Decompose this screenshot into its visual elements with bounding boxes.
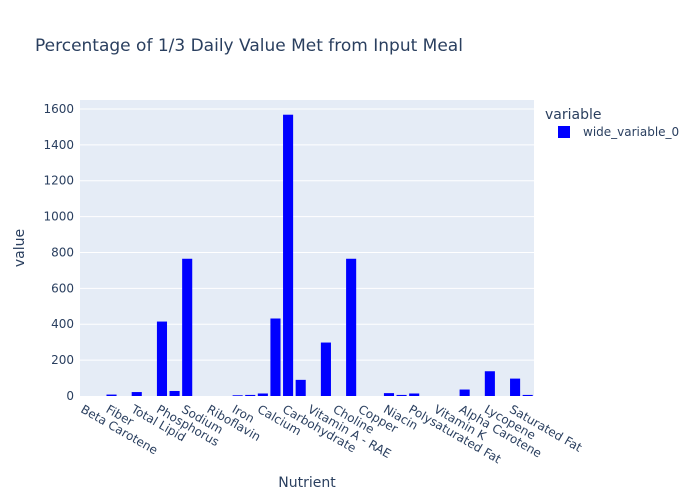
bar [169, 390, 180, 396]
y-tick-label: 200 [51, 353, 74, 367]
y-tick-label: 1200 [43, 174, 74, 188]
bar [283, 114, 294, 397]
bar [522, 394, 533, 396]
bar [270, 318, 281, 396]
bar [295, 379, 306, 396]
bar [106, 394, 117, 396]
bar [396, 394, 407, 396]
bar [409, 393, 420, 396]
y-axis-title: value [12, 229, 28, 267]
y-tick-label: 0 [66, 389, 74, 403]
bar [459, 389, 470, 396]
chart-title: Percentage of 1/3 Daily Value Met from I… [35, 36, 463, 56]
plot-area [80, 100, 534, 396]
legend-swatch [558, 126, 570, 138]
y-tick-label: 800 [51, 245, 74, 259]
bar [257, 393, 268, 396]
legend-title: variable [545, 107, 601, 123]
y-tick-labels: 0 200 400 600 800 1000 1200 1400 1600 [43, 102, 74, 403]
x-axis-title: Nutrient [278, 475, 336, 491]
legend-label: wide_variable_0 [583, 125, 679, 139]
bar [510, 378, 521, 396]
bar [182, 258, 193, 396]
grid-lines [80, 108, 534, 361]
y-tick-label: 1400 [43, 138, 74, 152]
bar [245, 394, 256, 396]
bar [320, 342, 331, 396]
y-tick-label: 400 [51, 317, 74, 331]
bar [346, 258, 357, 396]
bar [484, 371, 495, 396]
bar [232, 395, 243, 396]
y-tick-label: 1600 [43, 102, 74, 116]
bars [106, 114, 533, 397]
bar [156, 321, 168, 396]
legend: variable wide_variable_0 [545, 107, 679, 139]
y-tick-label: 1000 [43, 210, 74, 224]
y-tick-label: 600 [51, 281, 74, 295]
bar [131, 392, 142, 396]
bar [383, 393, 395, 396]
